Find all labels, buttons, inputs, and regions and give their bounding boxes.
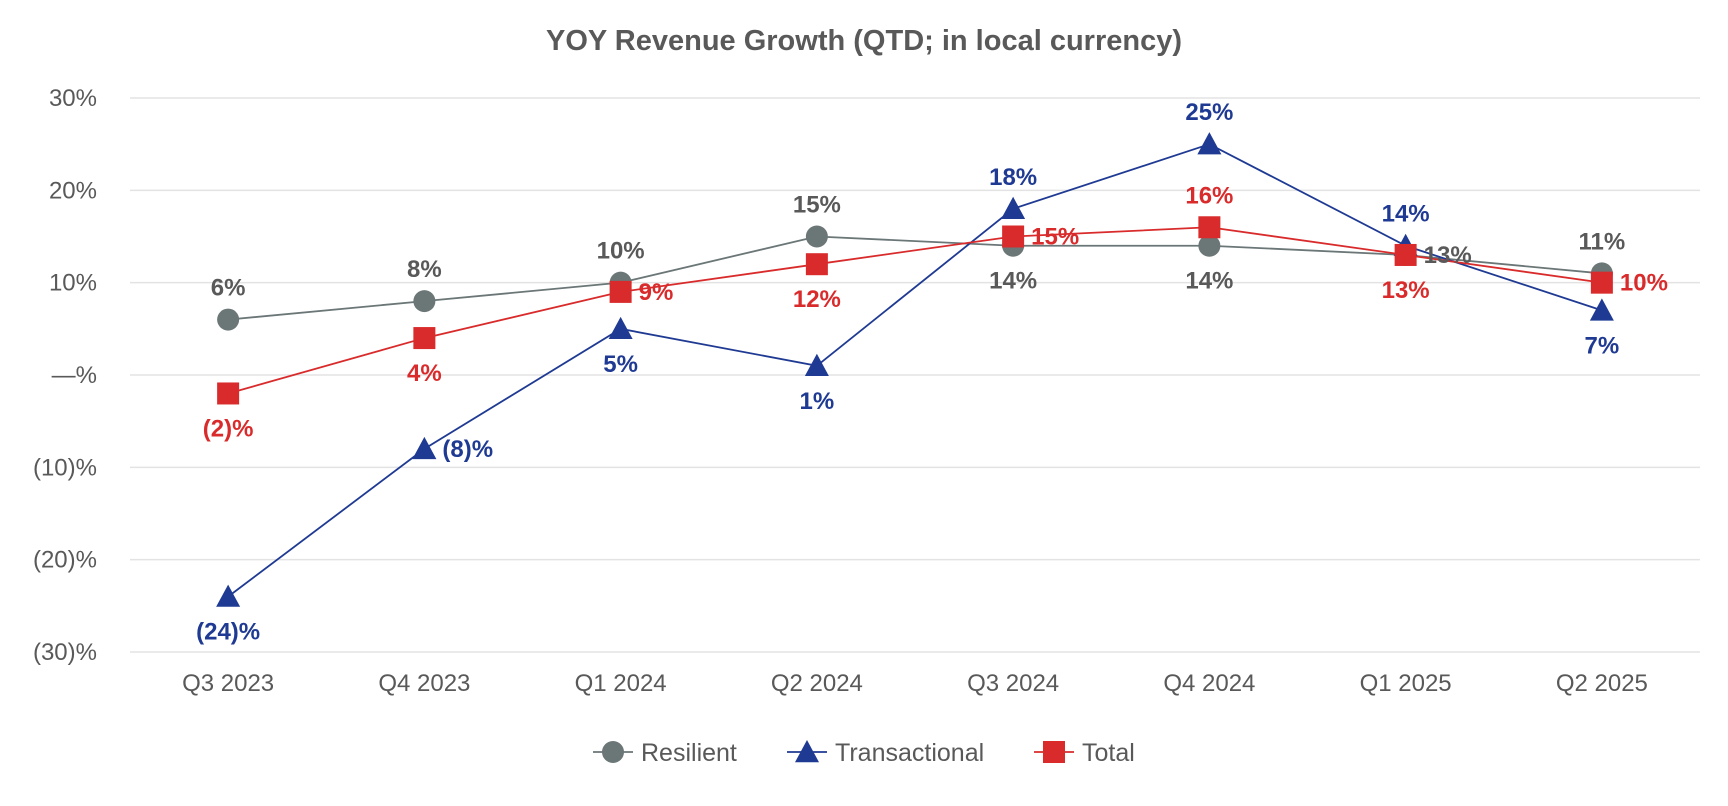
data-label-total: 15%: [1031, 224, 1079, 251]
x-tick-label: Q1 2024: [575, 670, 667, 697]
data-point-total: [609, 280, 632, 303]
x-tick-label: Q3 2023: [182, 670, 274, 697]
x-tick-label: Q2 2024: [771, 670, 863, 697]
x-tick-label: Q3 2024: [967, 670, 1059, 697]
y-tick-label: (20)%: [33, 547, 97, 574]
data-label-resilient: 8%: [407, 256, 442, 283]
data-label-transactional: 5%: [603, 351, 638, 378]
data-point-transactional: [216, 584, 241, 607]
legend-item-transactional: Transactional: [787, 739, 984, 767]
data-label-total: 13%: [1382, 277, 1430, 304]
y-tick-label: 10%: [49, 270, 97, 297]
y-axis: 30% 20% 10% —% (10)% (20)% (30)%: [33, 85, 97, 666]
data-label-total: 12%: [793, 286, 841, 313]
data-label-resilient: 6%: [211, 275, 246, 302]
data-point-total: [1002, 225, 1025, 248]
x-tick-label: Q4 2024: [1163, 670, 1255, 697]
data-point-resilient: [217, 308, 240, 331]
legend-marker-total: [1043, 741, 1065, 763]
data-label-total: 10%: [1620, 270, 1668, 297]
legend-label-total: Total: [1082, 739, 1135, 767]
data-label-transactional: (8)%: [442, 436, 493, 463]
data-point-total: [413, 327, 436, 350]
x-tick-label: Q4 2023: [378, 670, 470, 697]
data-point-total: [805, 253, 828, 276]
data-label-transactional: 7%: [1585, 332, 1620, 359]
data-point-transactional: [412, 436, 437, 460]
data-label-transactional: 1%: [800, 388, 835, 415]
data-point-total: [1394, 243, 1417, 266]
legend-marker-resilient: [602, 741, 624, 763]
data-point-transactional: [1197, 132, 1222, 155]
data-label-transactional: (24)%: [196, 619, 260, 646]
grid-lines: [130, 97, 1700, 653]
series-line-total: [227, 226, 1603, 395]
data-label-resilient: 11%: [1579, 228, 1626, 255]
data-label-total: 9%: [639, 279, 674, 306]
series-lines: [227, 143, 1603, 598]
x-tick-label: Q2 2025: [1556, 670, 1648, 697]
legend-item-resilient: Resilient: [593, 739, 737, 767]
data-label-transactional: 18%: [989, 164, 1037, 191]
legend-item-total: Total: [1034, 739, 1135, 767]
series-line-transactional: [227, 143, 1603, 598]
chart-title: YOY Revenue Growth (QTD; in local curren…: [546, 25, 1182, 57]
data-point-total: [1198, 216, 1221, 239]
y-tick-label: 20%: [49, 177, 97, 204]
legend-label-transactional: Transactional: [835, 739, 984, 767]
data-point-transactional: [608, 316, 633, 340]
series-line-resilient: [228, 235, 1602, 321]
data-point-transactional: [804, 353, 829, 376]
data-label-resilient: 14%: [1185, 268, 1233, 295]
data-label-total: (2)%: [203, 415, 254, 442]
data-label-transactional: 14%: [1382, 201, 1430, 228]
y-tick-label: 30%: [49, 85, 97, 112]
data-point-resilient: [805, 225, 828, 248]
y-tick-label: (30)%: [33, 639, 97, 666]
x-tick-label: Q1 2025: [1360, 670, 1452, 697]
legend-marker-transactional: [795, 740, 819, 763]
series-markers: [216, 132, 1614, 607]
x-axis: Q3 2023 Q4 2023 Q1 2024 Q2 2024 Q3 2024 Q4 20…: [182, 670, 1648, 697]
data-labels: 6% 8% 10% 15% 14% 14% 13% 11% (24)% (8)% 5% 1% 18% 25…: [196, 99, 1668, 645]
legend-label-resilient: Resilient: [641, 739, 737, 767]
data-label-total: 16%: [1185, 182, 1233, 209]
data-label-resilient: 14%: [989, 268, 1037, 295]
data-label-resilient: 13%: [1424, 242, 1472, 269]
data-label-resilient: 10%: [597, 238, 645, 265]
data-label-resilient: 15%: [793, 192, 841, 219]
y-tick-label: (10)%: [33, 454, 97, 481]
data-label-transactional: 25%: [1185, 99, 1233, 126]
data-label-total: 4%: [407, 360, 442, 387]
y-tick-label: —%: [52, 362, 97, 389]
data-point-transactional: [1589, 298, 1614, 321]
data-point-transactional: [1001, 196, 1026, 219]
data-point-total: [217, 382, 240, 405]
legend: Resilient Transactional Total: [593, 739, 1135, 767]
data-point-resilient: [413, 290, 436, 313]
data-point-resilient: [1198, 234, 1221, 257]
data-point-total: [1590, 271, 1613, 294]
